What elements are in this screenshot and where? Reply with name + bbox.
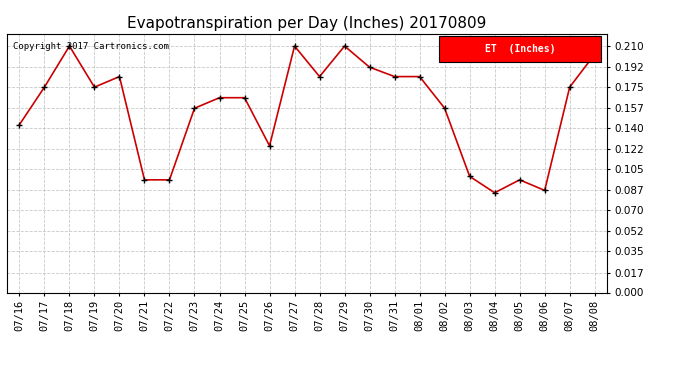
Text: ET  (Inches): ET (Inches) xyxy=(485,44,555,54)
Text: Copyright 2017 Cartronics.com: Copyright 2017 Cartronics.com xyxy=(13,42,169,51)
Title: Evapotranspiration per Day (Inches) 20170809: Evapotranspiration per Day (Inches) 2017… xyxy=(128,16,486,31)
FancyBboxPatch shape xyxy=(439,36,601,62)
